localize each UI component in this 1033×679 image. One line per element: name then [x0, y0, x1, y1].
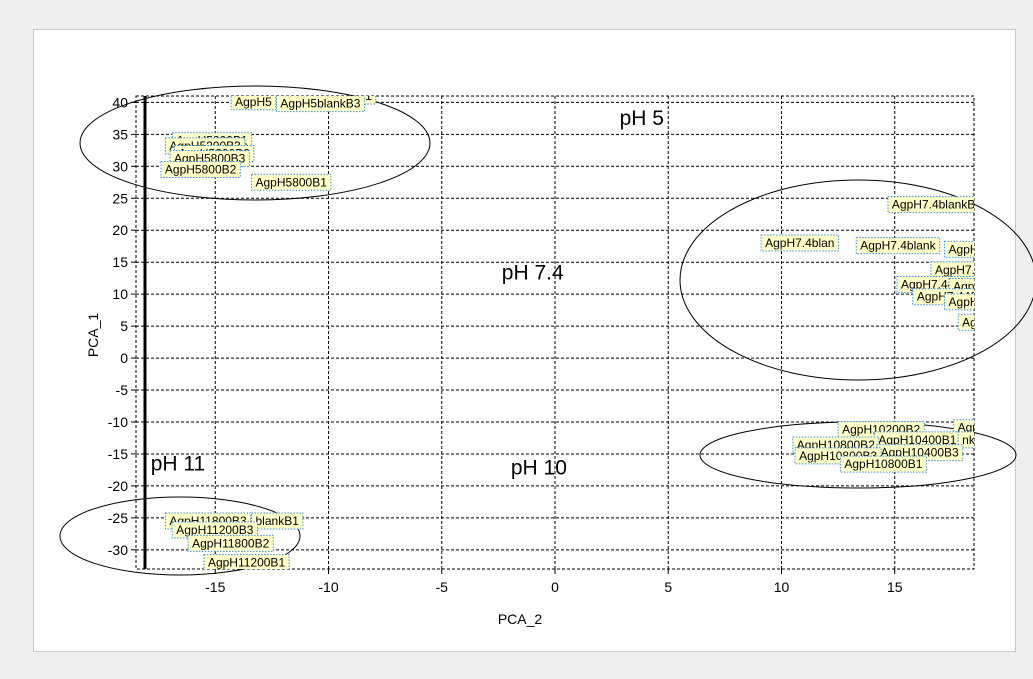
- svg-text:AgpH10blank: AgpH10blank: [958, 421, 1031, 435]
- cluster-annotation: pH 10: [511, 456, 567, 479]
- cluster-ellipse: [79, 85, 431, 201]
- y-tick-label: 30: [112, 158, 128, 174]
- x-tick-label: 10: [774, 579, 790, 595]
- cluster-annotation: pH 5: [620, 107, 664, 130]
- point-label: AgpH7.4blank: [855, 237, 941, 255]
- point-label: AgpH5800B1: [251, 173, 332, 191]
- x-tick-label: -15: [205, 579, 225, 595]
- y-tick-label: 5: [120, 318, 128, 334]
- point-labels: AgpH5blankB1AgpH5AgpH5blankB3AgpH5200B1A…: [160, 95, 1031, 570]
- svg-text:nkB1: nkB1: [962, 433, 990, 447]
- y-tick-label: -10: [108, 414, 128, 430]
- y-tick-label: 0: [120, 350, 128, 366]
- svg-text:AgpH5800B2: AgpH5800B2: [165, 163, 237, 177]
- cluster-annotation: pH 7.4: [502, 261, 564, 284]
- svg-text:AgpH10400B1: AgpH10400B1: [878, 433, 956, 447]
- point-label: AgpH10400B1: [873, 431, 961, 449]
- cluster-annotation: pH 11: [151, 453, 205, 476]
- point-label: AgpH11200B1: [203, 554, 290, 570]
- svg-text:AgpH7.4200B3: AgpH7.4200B3: [935, 263, 1017, 277]
- point-label: blankB1: [251, 512, 304, 530]
- y-tick-label: -20: [108, 478, 128, 494]
- y-tick-label: 35: [112, 126, 128, 142]
- svg-text:AgpH10400B3: AgpH10400B3: [881, 446, 959, 460]
- svg-text:AgpH5blankB3: AgpH5blankB3: [280, 97, 360, 111]
- x-tick-label: 15: [887, 579, 903, 595]
- y-tick-label: 20: [112, 222, 128, 238]
- y-axis-title: PCA_1: [85, 313, 101, 358]
- svg-text:AgpH7.4blank: AgpH7.4blank: [860, 239, 936, 253]
- x-tick-label: -5: [436, 579, 449, 595]
- y-tick-label: -15: [108, 446, 128, 462]
- axes: 40 35 30 25 20 15 10 5 0 -5 -10 -15 -20 -25 -30 -15 -10 -…: [108, 94, 903, 595]
- y-tick-label: 10: [112, 286, 128, 302]
- y-tick-label: 40: [112, 94, 128, 110]
- svg-text:AgpH11800B2: AgpH11800B2: [192, 536, 270, 550]
- svg-text:AgpH7.480: AgpH7.480: [962, 315, 1022, 329]
- point-label: AgpH7.4200B3: [930, 261, 1017, 279]
- x-tick-label: -10: [318, 579, 338, 595]
- svg-text:AgpH7.4blankB2: AgpH7.4blankB2: [892, 198, 982, 212]
- y-tick-label: 15: [112, 254, 128, 270]
- point-label: AgpH11200B3: [171, 521, 258, 539]
- point-label: AgpH7.4800B2: [944, 293, 1031, 311]
- cluster-ellipse: [679, 179, 1033, 381]
- grid-lines: [136, 96, 974, 569]
- point-label: AgpH7.480: [957, 313, 1022, 331]
- svg-text:AgpH11200B1: AgpH11200B1: [208, 556, 286, 570]
- svg-text:AgpH7.4800B2: AgpH7.4800B2: [949, 295, 1031, 309]
- point-label: AgpH7.4200B1: [944, 240, 1031, 258]
- point-label: AgpH5: [230, 95, 277, 111]
- svg-text:blankB1: blankB1: [256, 514, 300, 528]
- svg-text:AgpH7.4200B1: AgpH7.4200B1: [949, 242, 1031, 256]
- x-axis-title: PCA_2: [498, 611, 543, 627]
- y-tick-label: -5: [116, 382, 129, 398]
- x-tick-label: 0: [551, 579, 559, 595]
- point-label: AgpH7.4blankB2: [887, 196, 982, 214]
- svg-text:AgpH5800B1: AgpH5800B1: [256, 175, 328, 189]
- point-label: AgpH11800B2: [187, 534, 274, 552]
- y-tick-label: -25: [108, 510, 128, 526]
- y-tick-label: -30: [108, 542, 128, 558]
- svg-text:AgpH5: AgpH5: [235, 95, 272, 109]
- y-tick-label: 25: [112, 190, 128, 206]
- point-label: AgpH5blankB3: [275, 96, 365, 113]
- cluster-annotations: pH 5 pH 7.4 pH 10 pH 11: [151, 107, 664, 480]
- point-label: nkB1: [957, 431, 990, 449]
- point-label: AgpH10800B1: [839, 455, 927, 473]
- svg-text:AgpH7.4blan: AgpH7.4blan: [765, 236, 834, 250]
- point-label: AgpH7.4blan: [760, 234, 839, 252]
- point-label: AgpH5800B2: [160, 161, 241, 179]
- svg-text:AgpH10800B1: AgpH10800B1: [844, 457, 922, 471]
- svg-text:AgpH11200B3: AgpH11200B3: [176, 523, 254, 537]
- cluster-ellipse: [59, 496, 301, 576]
- x-tick-label: 5: [664, 579, 672, 595]
